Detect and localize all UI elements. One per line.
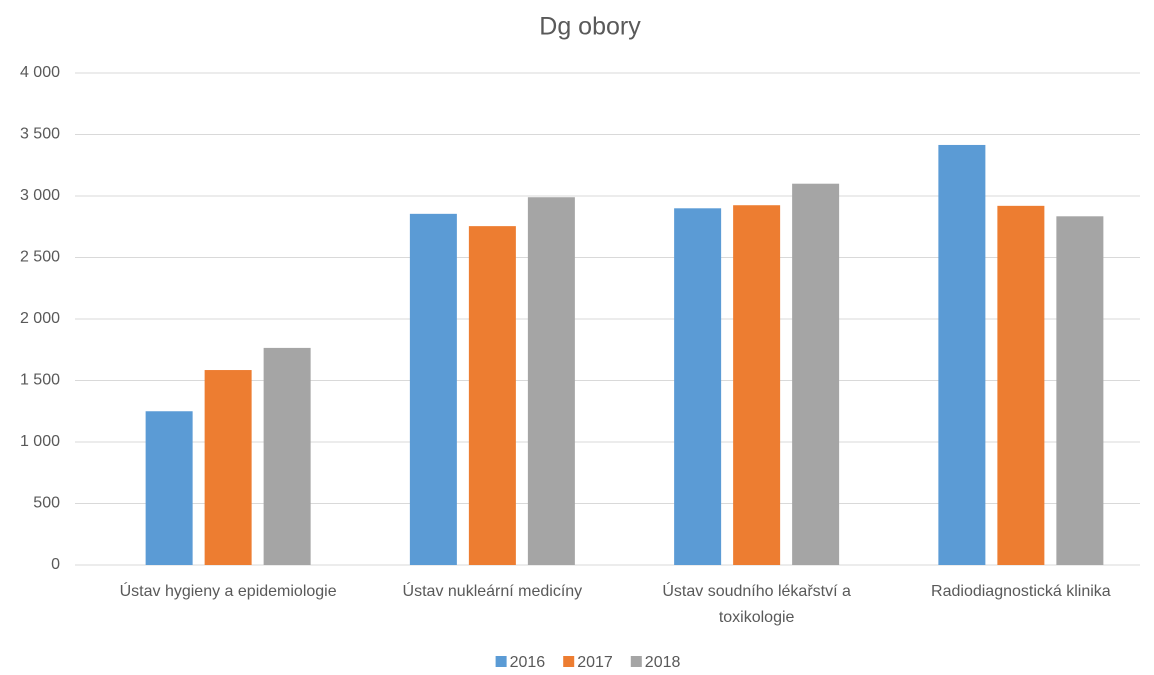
bar [263,347,311,565]
x-tick-label: Ústav soudního lékařství a toxikologie [662,581,851,626]
bar [409,213,457,565]
y-tick-label: 500 [33,495,60,512]
legend-swatch [630,656,642,667]
x-tick-label: Ústav nukleární medicíny [403,581,583,600]
legend-label: 2016 [510,654,546,671]
bar [938,144,986,565]
bar [468,226,516,565]
bar [674,208,722,566]
legend-label: 2017 [577,654,613,671]
y-tick-label: 4 000 [20,64,60,81]
legend-label: 2018 [645,654,681,671]
y-tick-label: 3 500 [20,126,60,143]
y-tick-label: 1 500 [20,372,60,389]
bar [527,197,575,566]
y-tick-label: 1 000 [20,433,60,450]
bar [792,183,840,565]
bar [733,205,781,565]
bar [1056,216,1104,566]
y-tick-label: 3 000 [20,187,60,204]
bar [204,370,252,565]
bar [145,411,193,565]
x-tick-label: Ústav hygieny a epidemiologie [120,581,337,600]
x-tick-label: Radiodiagnostická klinika [931,583,1111,600]
bar [997,205,1045,565]
y-tick-label: 0 [51,556,60,573]
y-tick-label: 2 500 [20,249,60,266]
y-tick-label: 2 000 [20,310,60,327]
legend-swatch [495,656,507,667]
chart-title: Dg obory [539,13,641,41]
legend-swatch [563,656,575,667]
